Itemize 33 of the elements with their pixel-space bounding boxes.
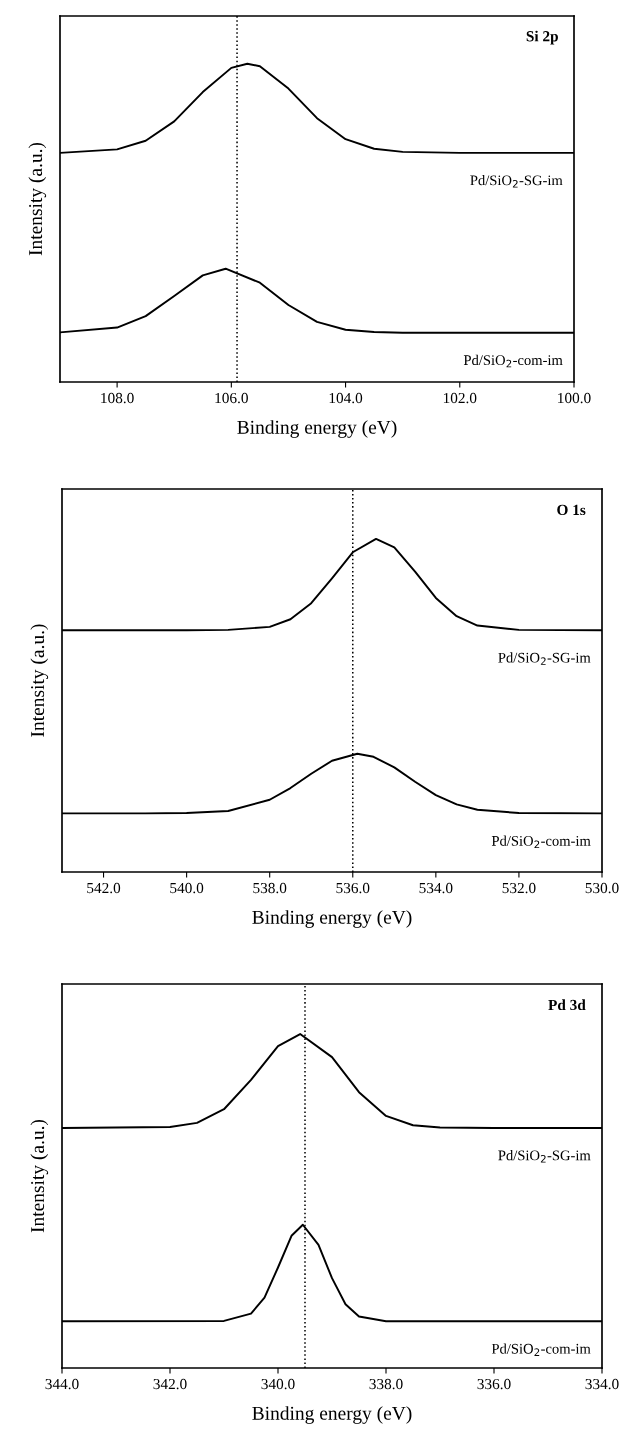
x-tick-label: 532.0 [502,882,536,894]
x-axis-title: Binding energy (eV) [237,420,397,438]
x-tick-label: 334.0 [585,1378,619,1390]
series-label: Pd/SiO$_{2}$-SG-im [498,652,591,665]
x-tick-label: 536.0 [336,882,370,894]
x-axis-title: Binding energy (eV) [252,1406,412,1424]
y-axis-title: Intensity (a.u.) [28,142,47,256]
text: O 1s [557,504,586,516]
text: Pd 3d [548,999,586,1011]
x-tick-label: 530.0 [585,882,619,894]
x-axis-title: Binding energy (eV) [252,910,412,928]
y-axis-title: Intensity (a.u.) [30,624,49,737]
series-label: Pd/SiO$_{2}$-com-im [491,835,591,849]
x-tick-label: 106.0 [215,392,248,404]
x-tick-label: 338.0 [369,1378,403,1390]
y-axis-title: Intensity (a.u.) [30,1119,49,1233]
x-tick-label: 104.0 [329,392,363,404]
x-tick-label: 542.0 [87,882,121,894]
x-tick-label: 100.0 [558,392,591,404]
series-label: Pd/SiO$_{2}$-SG-im [470,174,563,188]
x-tick-label: 102.0 [443,392,477,404]
x-tick-label: 344.0 [45,1378,79,1390]
x-tick-label: 336.0 [477,1378,511,1390]
text: Si 2p [526,30,558,45]
x-tick-label: 108.0 [101,392,134,404]
series-label: Pd/SiO$_{2}$-SG-im [498,1150,591,1163]
x-tick-label: 342.0 [153,1378,187,1390]
series-label: Pd/SiO$_{2}$-com-im [491,1343,591,1356]
x-tick-label: 540.0 [170,882,204,894]
series-label: Pd/SiO$_{2}$-com-im [463,354,563,368]
x-tick-label: 538.0 [253,882,287,894]
x-tick-label: 340.0 [261,1378,295,1390]
x-tick-label: 534.0 [419,882,453,894]
